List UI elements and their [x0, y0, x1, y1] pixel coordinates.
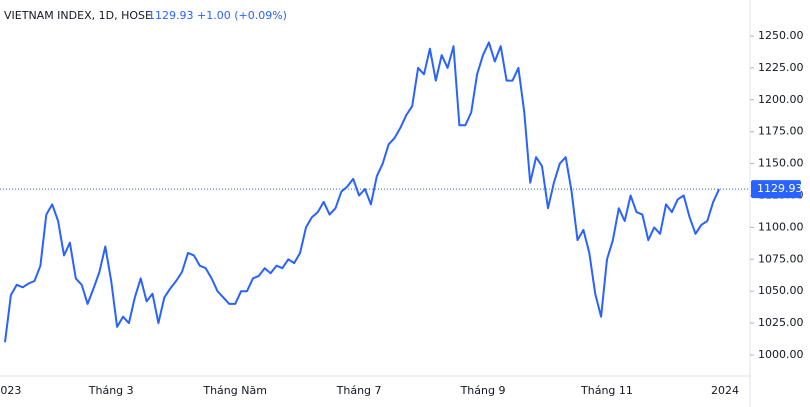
x-tick-label: Tháng 11 [580, 384, 633, 397]
y-tick-label: 1200.00 [758, 93, 804, 106]
y-tick-label: 1050.00 [758, 284, 804, 297]
y-tick-label: 1150.00 [758, 157, 804, 170]
x-tick-label: 023 [0, 384, 21, 397]
y-tick-label: 1075.00 [758, 252, 804, 265]
price-line [4, 41, 721, 343]
last-price-box [751, 180, 801, 199]
x-tick-label: Tháng 3 [88, 384, 134, 397]
price-change: +1.00 (+0.09%) [197, 9, 287, 22]
x-tick-label: Tháng 9 [460, 384, 506, 397]
last-price: 1129.93 [148, 9, 194, 22]
y-tick-label: 1025.00 [758, 316, 804, 329]
chart-title: VIETNAM INDEX, 1D, HOSE [4, 9, 152, 22]
y-tick-label: 1100.00 [758, 220, 804, 233]
y-tick-label: 1175.00 [758, 125, 804, 138]
x-tick-label: Tháng Năm [202, 384, 267, 397]
y-tick-label: 1250.00 [758, 29, 804, 42]
y-tick-label: 1000.00 [758, 348, 804, 361]
x-tick-label: 2024 [711, 384, 739, 397]
last-price-label: 1129.93 [757, 182, 803, 195]
y-tick-label: 1225.00 [758, 61, 804, 74]
x-tick-label: Tháng 7 [336, 384, 382, 397]
